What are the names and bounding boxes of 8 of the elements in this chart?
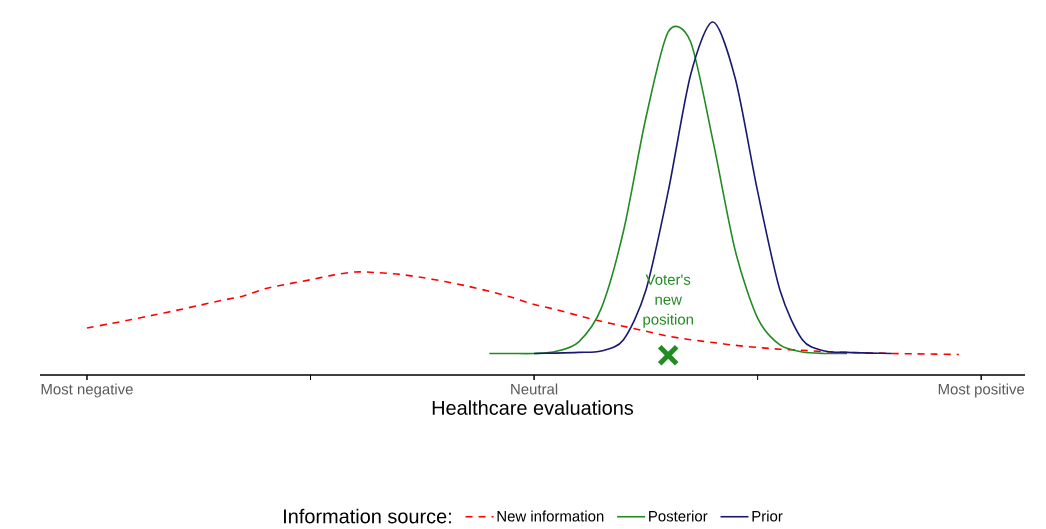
legend-label: Prior <box>752 510 783 522</box>
x-tick-label: Neutral <box>511 383 558 395</box>
legend-label: Posterior <box>649 510 708 522</box>
x-tick-label: Most positive <box>938 383 1025 398</box>
legend-label: New information <box>497 510 604 522</box>
legend-title: Information source: <box>284 508 451 524</box>
x-tick-label: Most negative <box>41 383 133 398</box>
x-axis-title: Healthcare evaluations <box>432 400 634 415</box>
